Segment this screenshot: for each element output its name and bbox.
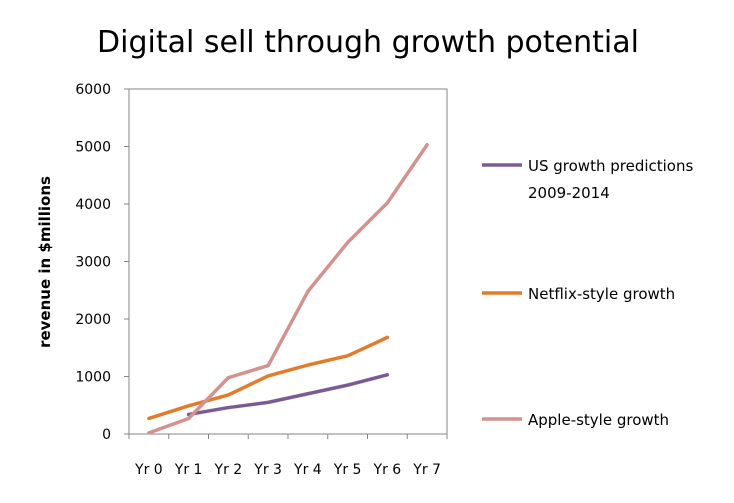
chart-title: Digital sell through growth potential [97,25,639,60]
y-ticks: 0 1000 2000 3000 4000 5000 6000 [75,82,129,443]
x-ticks: Yr 0 Yr 1 Yr 2 Yr 3 Yr 4 Yr 5 Yr 6 Yr 7 [128,434,448,478]
x-tick-label: Yr 3 [253,462,282,478]
x-tick-label: Yr 1 [174,462,203,478]
legend-label-0: US growth predictions [528,157,693,175]
legend-label-0: 2009-2014 [528,184,610,202]
y-tick-label: 3000 [75,255,111,271]
x-tick-label: Yr 7 [412,462,441,478]
x-tick-label: Yr 4 [293,462,322,478]
y-tick-label: 0 [102,427,111,443]
legend: US growth predictions 2009-2014 Netflix-st… [482,157,693,429]
series-line-2 [147,143,429,435]
series-line-0 [186,373,390,417]
plot-frame [128,88,448,435]
series-line-1 [147,335,390,421]
y-tick-label: 6000 [75,82,111,98]
x-tick-label: Yr 0 [134,462,163,478]
y-axis-label: revenue in $millions [36,176,54,348]
y-tick-label: 2000 [75,312,111,328]
axes [128,88,448,435]
y-tick-label: 5000 [75,140,111,156]
y-tick-label: 1000 [75,370,111,386]
x-tick-label: Yr 5 [333,462,362,478]
y-tick-label: 4000 [75,197,111,213]
series-lines [147,143,429,435]
legend-label-1: Netflix-style growth [528,285,675,303]
x-tick-label: Yr 6 [373,462,402,478]
x-tick-label: Yr 2 [214,462,243,478]
legend-label-2: Apple-style growth [528,411,669,429]
